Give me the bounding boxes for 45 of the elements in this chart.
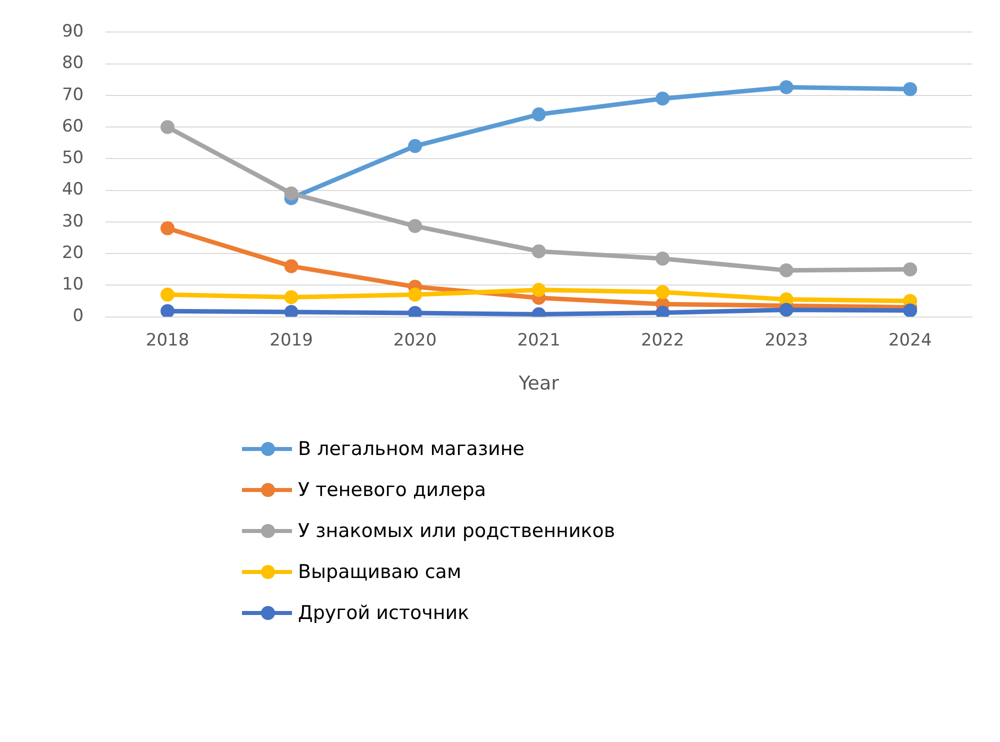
y-tick-label: 80 (62, 53, 84, 74)
x-axis-title: Year (518, 372, 560, 395)
y-tick-label: 30 (62, 211, 84, 232)
point (532, 282, 546, 297)
point (532, 107, 546, 122)
legend-label: У теневого дилера (298, 478, 486, 500)
y-tick-label: 20 (62, 242, 84, 263)
y-tick-label: 70 (62, 84, 84, 105)
point (903, 82, 918, 96)
point (903, 262, 918, 276)
point (408, 139, 422, 154)
point (284, 259, 298, 274)
point (160, 304, 175, 317)
point (656, 92, 670, 106)
y-tick-label: 10 (62, 274, 84, 295)
point (656, 285, 670, 300)
legend-label: Выращиваю сам (298, 560, 462, 582)
point (284, 186, 298, 200)
x-tick-label: 2023 (764, 330, 808, 350)
point (160, 288, 175, 302)
point (779, 263, 794, 278)
x-tick-label: 2024 (888, 330, 932, 350)
point (903, 303, 918, 317)
y-tick-label: 40 (62, 180, 84, 200)
y-tick-label: 90 (62, 22, 84, 42)
point (779, 302, 794, 317)
legend-label: В легальном магазине (298, 438, 524, 460)
point (779, 80, 794, 94)
y-tick-label: 0 (72, 306, 84, 326)
x-tick-label: 2022 (640, 330, 684, 350)
y-tick-label: 60 (62, 116, 84, 136)
x-tick-label: 2018 (146, 330, 190, 350)
y-tick-label: 50 (62, 148, 84, 168)
point (532, 244, 546, 258)
x-tick-label: 2019 (270, 330, 313, 350)
point (284, 290, 298, 304)
point (160, 221, 175, 236)
point (408, 288, 422, 302)
legend-label: У знакомых или родственников (298, 520, 616, 542)
point (408, 219, 422, 234)
point (656, 252, 670, 266)
x-tick-label: 2020 (393, 330, 437, 350)
x-tick-label: 2021 (517, 330, 560, 350)
legend-label: Другой источник (298, 602, 470, 624)
point (160, 120, 175, 134)
